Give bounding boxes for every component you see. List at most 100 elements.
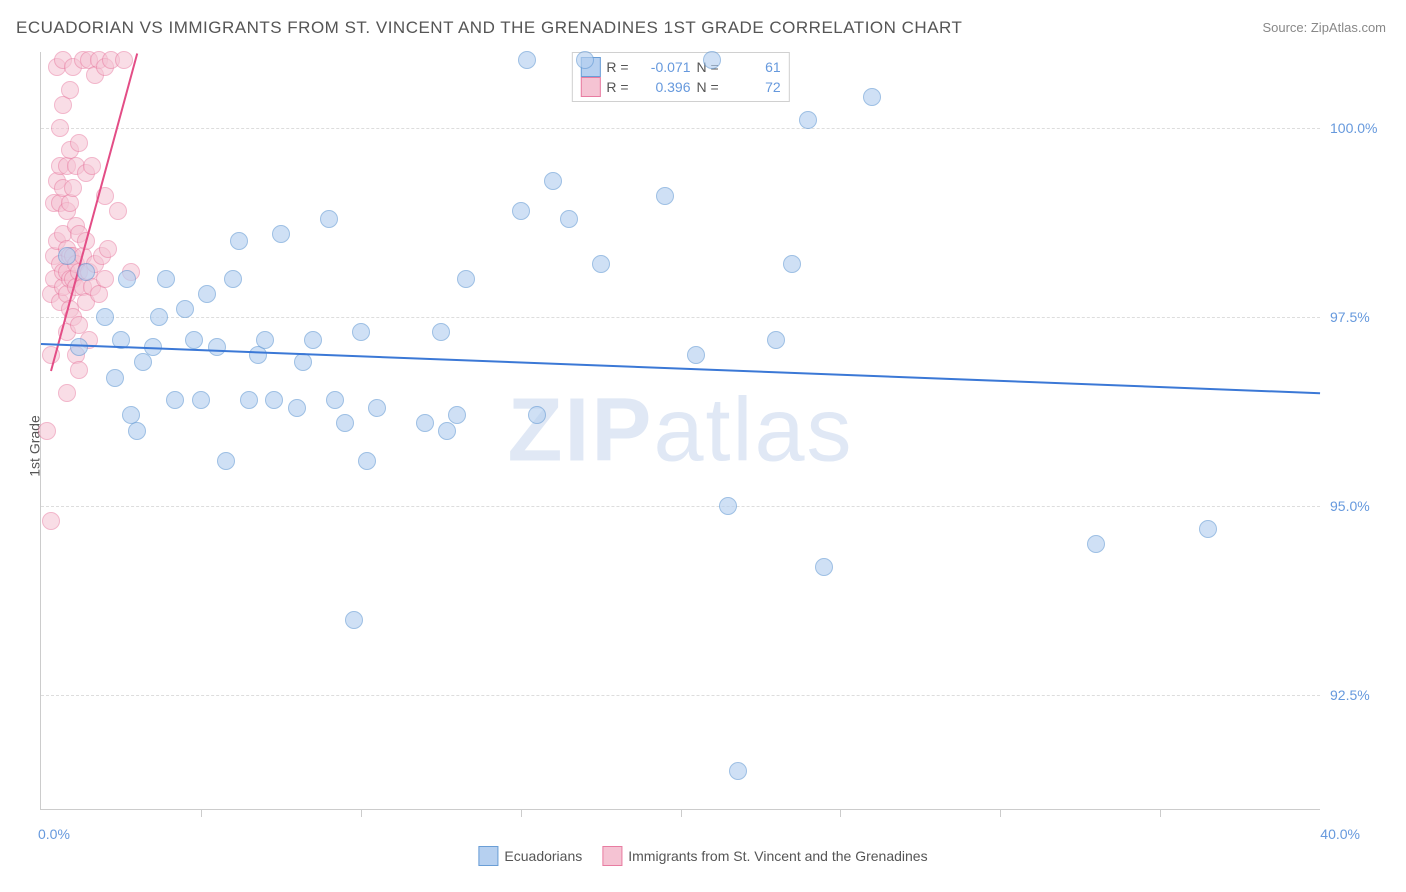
series-a-point bbox=[230, 232, 248, 250]
series-b-point bbox=[115, 51, 133, 69]
series-b-point bbox=[109, 202, 127, 220]
series-b-point bbox=[70, 134, 88, 152]
series-a-point bbox=[1087, 535, 1105, 553]
n-label: N = bbox=[697, 79, 719, 95]
series-b-point bbox=[42, 512, 60, 530]
legend-square-b bbox=[580, 77, 600, 97]
n-value-a: 61 bbox=[725, 59, 781, 75]
series-a-point bbox=[544, 172, 562, 190]
y-tick-label: 95.0% bbox=[1330, 498, 1390, 514]
series-a-point bbox=[198, 285, 216, 303]
x-tick bbox=[521, 809, 522, 817]
series-a-point bbox=[58, 247, 76, 265]
y-tick-label: 100.0% bbox=[1330, 120, 1390, 136]
legend-square-a bbox=[478, 846, 498, 866]
series-a-point bbox=[128, 422, 146, 440]
series-a-point bbox=[719, 497, 737, 515]
series-a-point bbox=[326, 391, 344, 409]
series-a-point bbox=[592, 255, 610, 273]
series-a-point bbox=[150, 308, 168, 326]
y-tick-label: 97.5% bbox=[1330, 309, 1390, 325]
watermark-left: ZIP bbox=[507, 380, 653, 480]
r-value-b: 0.396 bbox=[635, 79, 691, 95]
r-value-a: -0.071 bbox=[635, 59, 691, 75]
series-a-point bbox=[166, 391, 184, 409]
series-a-point bbox=[70, 338, 88, 356]
series-a-point bbox=[96, 308, 114, 326]
series-a-point bbox=[783, 255, 801, 273]
x-tick bbox=[201, 809, 202, 817]
chart-title: ECUADORIAN VS IMMIGRANTS FROM ST. VINCEN… bbox=[16, 18, 962, 38]
series-a-point bbox=[703, 51, 721, 69]
series-a-point bbox=[448, 406, 466, 424]
x-axis-min: 0.0% bbox=[38, 826, 70, 842]
gridline bbox=[41, 695, 1320, 696]
series-a-point bbox=[368, 399, 386, 417]
series-b-point bbox=[51, 119, 69, 137]
series-b-point bbox=[70, 361, 88, 379]
x-tick bbox=[361, 809, 362, 817]
series-a-point bbox=[432, 323, 450, 341]
series-a-point bbox=[457, 270, 475, 288]
series-b-point bbox=[83, 157, 101, 175]
series-a-trendline bbox=[41, 343, 1320, 394]
plot-area: ZIPatlas R = -0.071 N = 61 R = 0.396 N =… bbox=[40, 52, 1320, 810]
series-b-point bbox=[96, 270, 114, 288]
gridline bbox=[41, 506, 1320, 507]
series-b-point bbox=[64, 179, 82, 197]
series-a-point bbox=[438, 422, 456, 440]
series-a-point bbox=[157, 270, 175, 288]
gridline bbox=[41, 128, 1320, 129]
x-axis-max: 40.0% bbox=[1320, 826, 1360, 842]
source-label: Source: ZipAtlas.com bbox=[1262, 20, 1386, 35]
series-a-point bbox=[118, 270, 136, 288]
series-a-point bbox=[416, 414, 434, 432]
series-b-point bbox=[61, 194, 79, 212]
x-tick bbox=[1000, 809, 1001, 817]
series-a-point bbox=[767, 331, 785, 349]
series-a-point bbox=[1199, 520, 1217, 538]
series-a-point bbox=[240, 391, 258, 409]
x-tick bbox=[681, 809, 682, 817]
series-a-point bbox=[320, 210, 338, 228]
series-a-point bbox=[576, 51, 594, 69]
series-a-point bbox=[336, 414, 354, 432]
series-a-point bbox=[358, 452, 376, 470]
series-a-point bbox=[265, 391, 283, 409]
series-a-point bbox=[687, 346, 705, 364]
series-a-point bbox=[185, 331, 203, 349]
series-legend: Ecuadorians Immigrants from St. Vincent … bbox=[478, 846, 927, 866]
series-a-point bbox=[863, 88, 881, 106]
series-a-point bbox=[256, 331, 274, 349]
series-b-point bbox=[58, 384, 76, 402]
series-a-point bbox=[77, 263, 95, 281]
series-a-point bbox=[815, 558, 833, 576]
x-tick bbox=[1160, 809, 1161, 817]
series-b-point bbox=[99, 240, 117, 258]
n-value-b: 72 bbox=[725, 79, 781, 95]
watermark: ZIPatlas bbox=[507, 379, 853, 482]
series-a-point bbox=[294, 353, 312, 371]
series-a-point bbox=[560, 210, 578, 228]
series-b-point bbox=[61, 81, 79, 99]
legend-row-a: R = -0.071 N = 61 bbox=[580, 57, 780, 77]
r-label: R = bbox=[606, 59, 628, 75]
legend-label-b: Immigrants from St. Vincent and the Gren… bbox=[628, 848, 927, 864]
legend-item-a: Ecuadorians bbox=[478, 846, 582, 866]
legend-row-b: R = 0.396 N = 72 bbox=[580, 77, 780, 97]
series-a-point bbox=[656, 187, 674, 205]
gridline bbox=[41, 317, 1320, 318]
series-a-point bbox=[134, 353, 152, 371]
series-a-point bbox=[304, 331, 322, 349]
series-a-point bbox=[224, 270, 242, 288]
series-a-point bbox=[512, 202, 530, 220]
legend-item-b: Immigrants from St. Vincent and the Gren… bbox=[602, 846, 927, 866]
series-a-point bbox=[518, 51, 536, 69]
series-a-point bbox=[799, 111, 817, 129]
series-a-point bbox=[208, 338, 226, 356]
legend-square-b bbox=[602, 846, 622, 866]
series-a-point bbox=[192, 391, 210, 409]
y-tick-label: 92.5% bbox=[1330, 687, 1390, 703]
watermark-right: atlas bbox=[653, 380, 853, 480]
series-a-point bbox=[288, 399, 306, 417]
